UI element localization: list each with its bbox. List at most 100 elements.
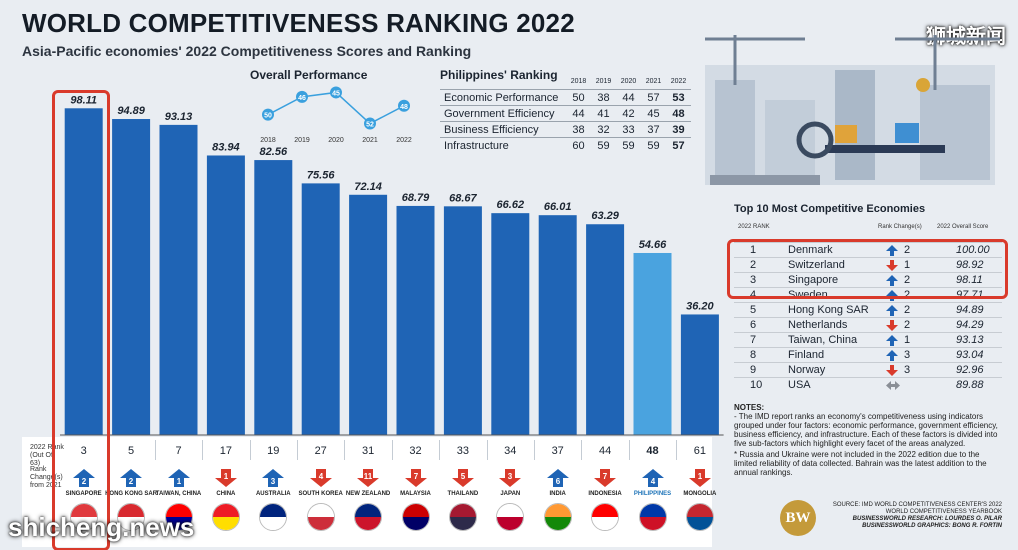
rank-up-arrow xyxy=(886,305,900,319)
rank-down-arrow xyxy=(886,320,900,334)
rank-up-arrow: 2 xyxy=(72,469,95,487)
svg-text:5: 5 xyxy=(461,472,466,481)
change-header: Rank Change(s) from 2021 xyxy=(30,466,63,489)
column-divider xyxy=(486,440,488,460)
cell: 38 xyxy=(566,121,591,138)
performance-year-label: 2022 xyxy=(396,137,412,144)
country-label: MONGOLIA xyxy=(683,491,717,497)
country-flag-icon xyxy=(306,503,335,531)
performance-year-label: 2021 xyxy=(362,137,378,144)
rank-up-arrow xyxy=(886,290,900,304)
overall-performance-title: Overall Performance xyxy=(250,68,368,82)
country-flag-icon xyxy=(164,503,193,531)
cell: 44 xyxy=(616,89,641,106)
performance-value-label: 46 xyxy=(298,95,306,102)
performance-value-label: 52 xyxy=(366,122,374,129)
top10-change: 1 xyxy=(904,259,911,271)
cell: 33 xyxy=(616,121,641,138)
top10-rank: 1 xyxy=(750,244,757,256)
top10-score: 93.13 xyxy=(956,334,984,346)
column-divider xyxy=(439,440,441,460)
performance-year-label: 2020 xyxy=(328,137,344,144)
top10-rank: 7 xyxy=(750,334,757,346)
rank-down-arrow: 1 xyxy=(214,469,237,487)
top10-country: Denmark xyxy=(788,244,833,256)
svg-text:3: 3 xyxy=(271,477,276,486)
year-header: 2020 xyxy=(620,78,637,85)
performance-point xyxy=(262,108,274,121)
top10-score: 94.29 xyxy=(956,319,984,331)
svg-text:4: 4 xyxy=(650,477,655,486)
bar xyxy=(349,194,388,435)
data-label: 72.14 xyxy=(354,181,382,193)
rank-2022: 7 xyxy=(175,445,182,457)
top10-row: 7 Taiwan, China 1 93.13 xyxy=(734,332,1002,348)
top10-row: 9 Norway 3 92.96 xyxy=(734,362,1002,378)
performance-year-label: 2019 xyxy=(294,137,310,144)
source: SOURCE: IMD WORLD COMPETITIVENESS CENTER… xyxy=(832,502,1002,530)
column-divider xyxy=(249,440,251,460)
bar xyxy=(159,124,198,435)
rank-down-arrow xyxy=(886,260,900,274)
column-divider xyxy=(297,440,298,460)
rank-header: 2022 Rank (Out Of 63) xyxy=(30,444,64,467)
top10-score: 98.92 xyxy=(956,259,984,271)
philippines-title: Philippines' Ranking xyxy=(440,68,558,82)
notes-line2: * Russia and Ukraine were not included i… xyxy=(734,450,987,477)
country-flag-icon xyxy=(117,503,146,531)
country-label: SINGAPORE xyxy=(65,491,102,497)
top10-row: 1 Denmark 2 100.00 xyxy=(734,242,1002,258)
office-illustration xyxy=(705,35,1000,185)
rank-2022: 5 xyxy=(128,445,135,457)
country-flag-icon xyxy=(354,503,383,531)
country-label: INDONESIA xyxy=(588,491,622,497)
top10-row: 5 Hong Kong SAR 2 94.89 xyxy=(734,302,1002,318)
year-header: 2021 xyxy=(645,78,662,85)
rank-down-arrow: 4 xyxy=(309,469,332,487)
notes: NOTES: - The IMD report ranks an economy… xyxy=(734,403,1002,477)
svg-text:7: 7 xyxy=(413,472,418,481)
rank-up-arrow: 3 xyxy=(262,469,285,487)
svg-text:2: 2 xyxy=(129,477,134,486)
top10-change: 3 xyxy=(904,349,911,361)
performance-point xyxy=(398,99,410,112)
top10-country: Netherlands xyxy=(788,319,848,331)
top10-score: 89.88 xyxy=(956,379,984,391)
country-label: HONG KONG SAR xyxy=(105,491,158,497)
rank-up-arrow: 2 xyxy=(120,469,143,487)
top10-change: 3 xyxy=(904,364,911,376)
rank-same-arrow xyxy=(886,380,900,394)
svg-text:11: 11 xyxy=(364,472,373,481)
rank-down-arrow: 7 xyxy=(594,469,617,487)
watermark-bottom: shicheng.news xyxy=(8,512,195,542)
data-label: 68.79 xyxy=(402,192,430,204)
performance-value-label: 48 xyxy=(400,104,408,111)
rank-up-arrow xyxy=(886,245,900,259)
cell: 41 xyxy=(591,105,616,122)
data-label: 54.66 xyxy=(639,239,667,251)
top10-score: 100.00 xyxy=(956,244,990,256)
cell: 53 xyxy=(666,89,691,106)
rank-2022: 37 xyxy=(551,445,564,457)
top10-change: 1 xyxy=(904,334,911,346)
row-label: Economic Performance xyxy=(440,89,566,106)
businessworld-logo: BW xyxy=(780,500,816,536)
cell: 57 xyxy=(641,89,666,106)
data-label: 98.11 xyxy=(70,94,97,106)
cell: 32 xyxy=(591,121,616,138)
top10-change: 2 xyxy=(904,289,911,301)
cell: 48 xyxy=(666,105,691,122)
svg-text:4: 4 xyxy=(318,472,323,481)
bar xyxy=(64,108,103,435)
top10-change: 2 xyxy=(904,319,911,331)
bar xyxy=(680,314,719,435)
country-flag-icon xyxy=(448,503,477,531)
bar xyxy=(538,215,577,435)
watermark-top: 狮城新闻 xyxy=(926,26,1006,48)
country-label: JAPAN xyxy=(500,491,521,497)
philippines-table: 2018 2019 2020 2021 2022 Economic Perfor… xyxy=(440,74,691,153)
bar xyxy=(112,119,151,435)
rank-up-arrow xyxy=(886,335,900,349)
country-flag-icon xyxy=(496,503,525,531)
